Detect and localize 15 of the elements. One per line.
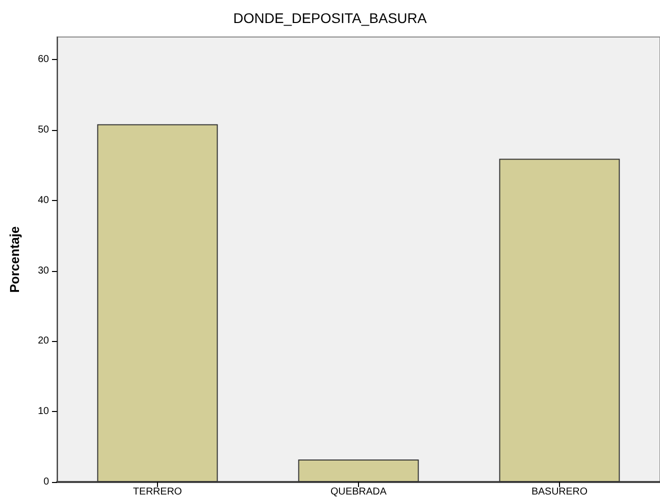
y-tick-label: 0 xyxy=(43,476,50,488)
x-tick-label: QUEBRADA xyxy=(330,486,387,498)
y-tick-label: 50 xyxy=(38,124,50,136)
bar xyxy=(499,158,620,482)
bar xyxy=(298,459,419,482)
y-tick-label: 60 xyxy=(38,54,50,66)
y-tick-label: 30 xyxy=(38,265,50,276)
x-tick-label: TERRERO xyxy=(133,486,182,498)
y-tick-label: 10 xyxy=(38,406,50,418)
y-tick-label: 40 xyxy=(38,194,50,206)
x-tick-label: BASURERO xyxy=(531,486,588,498)
y-axis-title: Porcentaje xyxy=(7,226,22,293)
y-tick-label: 20 xyxy=(38,336,50,347)
chart-title: DONDE_DEPOSITA_BASURA xyxy=(233,10,428,26)
bar xyxy=(97,124,218,482)
